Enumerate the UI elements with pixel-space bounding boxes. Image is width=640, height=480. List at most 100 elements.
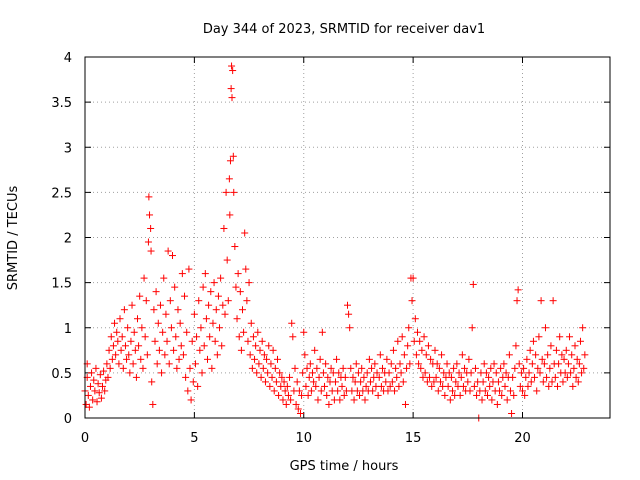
tick-labels: 0 0.5 1 1.5 2 2.5 3 3.5 4 0 5 10 15 20 [51, 51, 530, 446]
data-point [538, 355, 546, 363]
data-point [558, 351, 566, 359]
data-point [302, 382, 310, 390]
data-point [393, 373, 401, 381]
data-point [231, 243, 239, 251]
data-point [287, 396, 295, 404]
data-point [179, 351, 187, 359]
data-point [317, 387, 325, 395]
data-point [251, 355, 259, 363]
data-point [396, 360, 404, 368]
data-point [146, 211, 154, 219]
data-point [260, 351, 268, 359]
data-point [95, 389, 103, 397]
data-point [368, 364, 376, 372]
data-point [552, 346, 560, 354]
data-point [111, 319, 119, 327]
data-point [163, 337, 171, 345]
data-point [121, 342, 129, 350]
data-point [220, 224, 228, 232]
data-point [569, 382, 577, 390]
data-point [464, 378, 472, 386]
data-point [369, 387, 377, 395]
data-point [581, 351, 589, 359]
data-point [216, 324, 224, 332]
data-point [358, 364, 366, 372]
data-point [423, 378, 431, 386]
data-point [278, 373, 286, 381]
data-point [551, 373, 559, 381]
data-point [486, 382, 494, 390]
data-point [299, 369, 307, 377]
data-point [506, 387, 514, 395]
data-point [237, 346, 245, 354]
data-point [182, 373, 190, 381]
data-point [517, 369, 525, 377]
data-point [535, 333, 543, 341]
data-point [532, 351, 540, 359]
data-point [185, 265, 193, 273]
data-point [280, 378, 288, 386]
data-point [281, 387, 289, 395]
data-point [363, 369, 371, 377]
data-point [149, 400, 157, 408]
data-point [217, 274, 225, 282]
data-point [540, 360, 548, 368]
data-point [92, 364, 100, 372]
data-point [89, 396, 97, 404]
data-point [131, 346, 139, 354]
data-point [196, 346, 204, 354]
data-point [90, 376, 98, 384]
data-point [126, 369, 134, 377]
data-point [172, 333, 180, 341]
data-point [252, 342, 260, 350]
data-point [161, 351, 169, 359]
data-point [295, 387, 303, 395]
data-point [406, 360, 414, 368]
data-point [470, 382, 478, 390]
data-point [385, 369, 393, 377]
data-point [188, 337, 196, 345]
data-point [564, 360, 572, 368]
data-point [417, 364, 425, 372]
data-point [360, 373, 368, 381]
data-point [101, 387, 109, 395]
data-point [523, 355, 531, 363]
data-point [511, 364, 519, 372]
data-point [573, 355, 581, 363]
data-point [418, 346, 426, 354]
data-point [436, 378, 444, 386]
data-point [572, 373, 580, 381]
data-point [222, 188, 230, 196]
data-point [427, 355, 435, 363]
data-point [134, 315, 141, 323]
data-point [143, 351, 151, 359]
data-point [227, 85, 235, 93]
data-point [159, 328, 167, 336]
data-point [294, 405, 302, 413]
y-tick-label: 3 [64, 141, 72, 156]
data-point [135, 342, 143, 350]
data-point [141, 333, 149, 341]
data-point [144, 238, 152, 246]
data-point [461, 364, 469, 372]
data-point [263, 355, 271, 363]
x-tick-label: 10 [295, 431, 312, 446]
data-point [361, 396, 369, 404]
data-point [265, 342, 273, 350]
data-point [200, 342, 208, 350]
grid [85, 57, 610, 418]
data-point [148, 378, 156, 386]
data-point [414, 328, 421, 336]
data-point [323, 391, 331, 399]
data-point [140, 274, 148, 282]
data-point [336, 396, 344, 404]
data-point [303, 364, 311, 372]
data-point [138, 324, 146, 332]
data-point [480, 360, 488, 368]
data-point [384, 387, 392, 395]
data-point [430, 378, 438, 386]
data-point [309, 369, 316, 377]
data-point [528, 360, 536, 368]
data-point [400, 351, 408, 359]
